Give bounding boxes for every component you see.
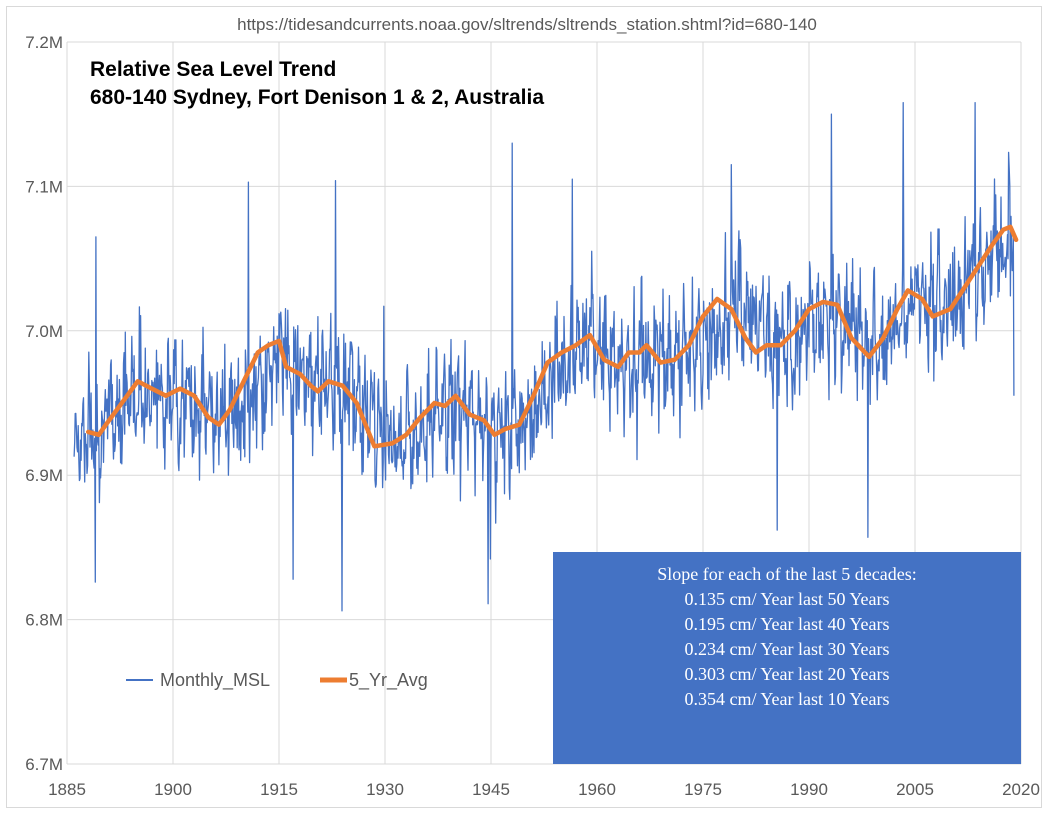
slope-annotation: Slope for each of the last 5 decades: 0.… (553, 552, 1021, 764)
y-tick-label: 7.1M (25, 177, 63, 196)
slope-line-40-years: 0.195 cm/ Year last 40 Years (685, 614, 890, 634)
slope-line-30-years: 0.234 cm/ Year last 30 Years (685, 639, 890, 659)
five-year-avg-line (85, 224, 1019, 449)
slope-line-10-years: 0.354 cm/ Year last 10 Years (685, 689, 890, 709)
axes: 6.7M 6.8M 6.9M 7.0M 7.1M 7.2M 1885 1900 1915 1930… (25, 33, 1040, 799)
x-tick-label: 1900 (154, 780, 192, 799)
y-tick-label: 7.2M (25, 33, 63, 52)
x-tick-label: 1975 (684, 780, 722, 799)
chart-title-line1: Relative Sea Level Trend (90, 58, 336, 81)
monthly-msl-line (73, 101, 1015, 612)
y-tick-label: 6.8M (25, 611, 63, 630)
slope-line-50-years: 0.135 cm/ Year last 50 Years (685, 589, 890, 609)
slope-line-20-years: 0.303 cm/ Year last 20 Years (685, 664, 890, 684)
x-tick-label: 1960 (578, 780, 616, 799)
legend-label-5-yr-avg: 5_Yr_Avg (349, 670, 428, 691)
x-tick-label: 1990 (790, 780, 828, 799)
x-tick-label: 1945 (472, 780, 510, 799)
chart-title-line2: 680-140 Sydney, Fort Denison 1 & 2, Aust… (90, 86, 544, 109)
source-url: https://tidesandcurrents.noaa.gov/sltren… (237, 15, 817, 34)
y-tick-label: 7.0M (25, 322, 63, 341)
legend: Monthly_MSL 5_Yr_Avg (126, 670, 428, 691)
y-tick-label: 6.9M (25, 466, 63, 485)
monthly-msl-series (73, 101, 1015, 612)
x-tick-label: 2020 (1002, 780, 1040, 799)
x-tick-label: 2005 (896, 780, 934, 799)
five-year-avg-series (85, 224, 1019, 449)
slope-annotation-box (553, 552, 1021, 764)
slope-line-heading: Slope for each of the last 5 decades: (657, 564, 916, 584)
chart-frame (6, 6, 1042, 808)
x-tick-label: 1930 (366, 780, 404, 799)
x-tick-label: 1915 (260, 780, 298, 799)
x-tick-label: 1885 (48, 780, 86, 799)
legend-label-monthly-msl: Monthly_MSL (160, 670, 270, 691)
y-tick-label: 6.7M (25, 755, 63, 774)
